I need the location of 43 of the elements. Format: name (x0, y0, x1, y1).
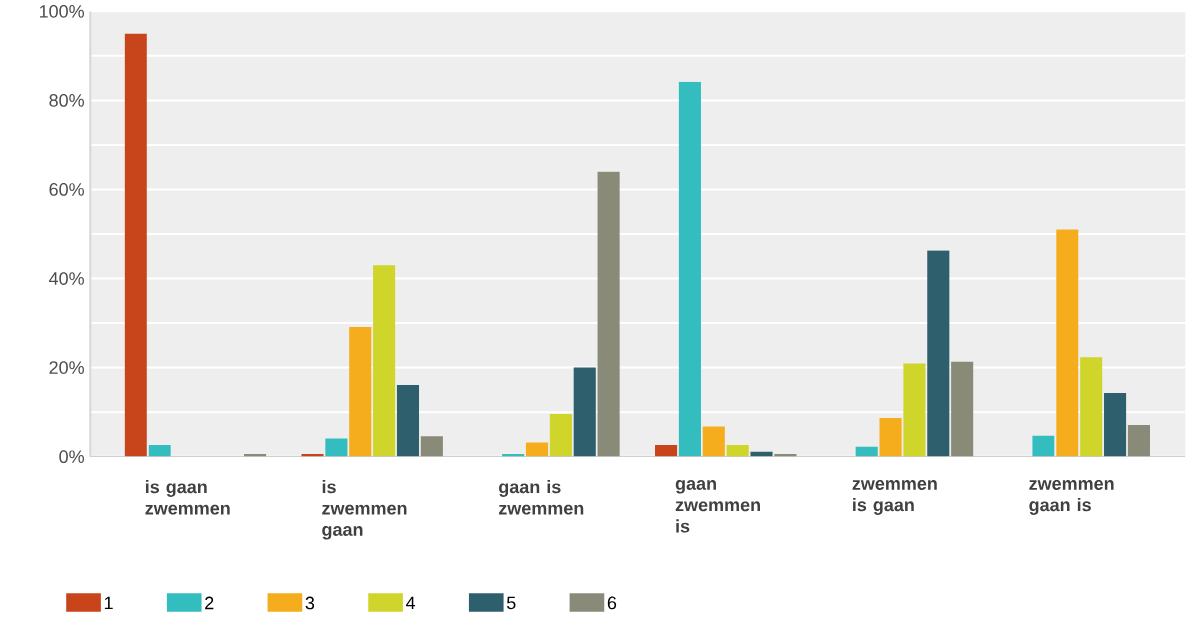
x-tick-label: zwemmen gaan is (1029, 480, 1114, 515)
bar (525, 442, 549, 457)
legend-label: 4 (405, 596, 416, 610)
bar (1080, 357, 1103, 457)
bar (1104, 392, 1127, 457)
y-tick-label: 20% (49, 361, 84, 374)
y-tick-label: 80% (49, 94, 84, 107)
bar (396, 384, 420, 457)
y-tick-label: 60% (49, 183, 84, 196)
bar (655, 445, 678, 457)
legend-label: 5 (506, 596, 516, 610)
y-tick-label: 0% (59, 450, 84, 464)
bar (855, 446, 878, 457)
bar (678, 81, 701, 457)
x-tick-label: zwemmen is gaan (852, 480, 937, 515)
bar (349, 327, 372, 457)
bar (325, 438, 348, 457)
bar (549, 413, 572, 457)
bar (148, 445, 171, 457)
bar (726, 445, 749, 457)
bar (420, 436, 443, 457)
bar (903, 363, 926, 457)
bar (573, 367, 596, 457)
bar (597, 171, 620, 457)
x-tick-label: gaan zwemmen is (675, 480, 760, 533)
bar (951, 361, 974, 457)
legend-label: 1 (104, 596, 113, 610)
bar (879, 417, 902, 457)
bar (1127, 425, 1150, 457)
bar (373, 265, 396, 457)
x-tick-label: is zwemmen gaan (322, 480, 407, 540)
bar (1056, 229, 1079, 457)
bar (927, 250, 950, 457)
x-tick-label: is gaan zwemmen (145, 480, 230, 515)
legend-label: 2 (205, 596, 214, 610)
x-tick-label: gaan is zwemmen (499, 480, 584, 515)
bar (702, 426, 725, 457)
y-tick-label: 100% (39, 4, 84, 18)
legend-label: 3 (305, 596, 315, 610)
y-tick-label: 40% (49, 272, 84, 285)
legend-label: 6 (607, 596, 617, 610)
bar (1032, 435, 1055, 457)
bar (124, 33, 147, 457)
